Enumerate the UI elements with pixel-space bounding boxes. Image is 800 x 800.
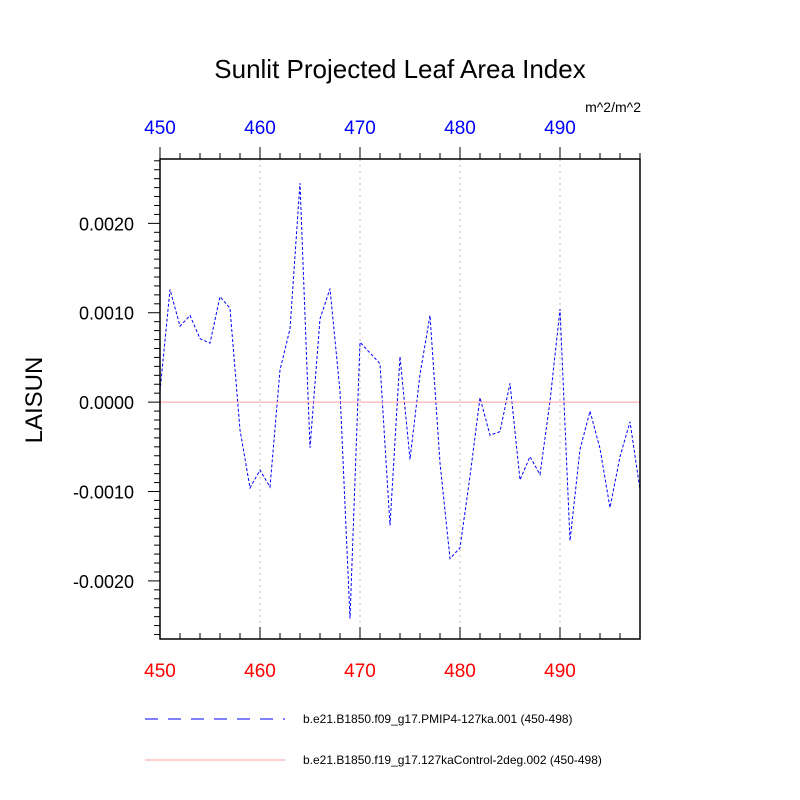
ticks-layer xyxy=(148,147,641,639)
x-tick-label-bottom: 470 xyxy=(344,661,376,682)
y-tick-label: -0.0010 xyxy=(73,483,134,503)
series-layer xyxy=(159,183,641,619)
legend: b.e21.B1850.f09_g17.PMIP4-127ka.001 (450… xyxy=(145,712,602,767)
x-tick-label-top: 480 xyxy=(444,118,476,139)
series-line-0 xyxy=(159,183,641,619)
x-tick-label-bottom: 490 xyxy=(544,661,576,682)
x-tick-label-top: 450 xyxy=(144,118,176,139)
y-tick-label: 0.0000 xyxy=(79,393,134,413)
y-tick-label: 0.0020 xyxy=(79,214,134,234)
chart-title: Sunlit Projected Leaf Area Index xyxy=(214,54,585,84)
legend-label-pmip4: b.e21.B1850.f09_g17.PMIP4-127ka.001 (450… xyxy=(303,712,573,726)
x-tick-label-bottom: 460 xyxy=(244,661,276,682)
x-tick-label-bottom: 450 xyxy=(144,661,176,682)
legend-label-control: b.e21.B1850.f19_g17.127kaControl-2deg.00… xyxy=(303,753,602,767)
units-label: m^2/m^2 xyxy=(585,99,641,115)
y-tick-label: 0.0010 xyxy=(79,304,134,324)
grid-layer xyxy=(259,159,561,639)
x-tick-label-top: 470 xyxy=(344,118,376,139)
y-tick-label: -0.0020 xyxy=(73,572,134,592)
y-axis-label: LAISUN xyxy=(21,357,48,444)
x-tick-label-top: 460 xyxy=(244,118,276,139)
x-tick-label-bottom: 480 xyxy=(444,661,476,682)
x-tick-label-top: 490 xyxy=(544,118,576,139)
labels-layer: 450 450 460 460 470 470 480 480 490 490 0.0020 0.00… xyxy=(73,118,576,682)
plot-frame xyxy=(159,158,641,640)
